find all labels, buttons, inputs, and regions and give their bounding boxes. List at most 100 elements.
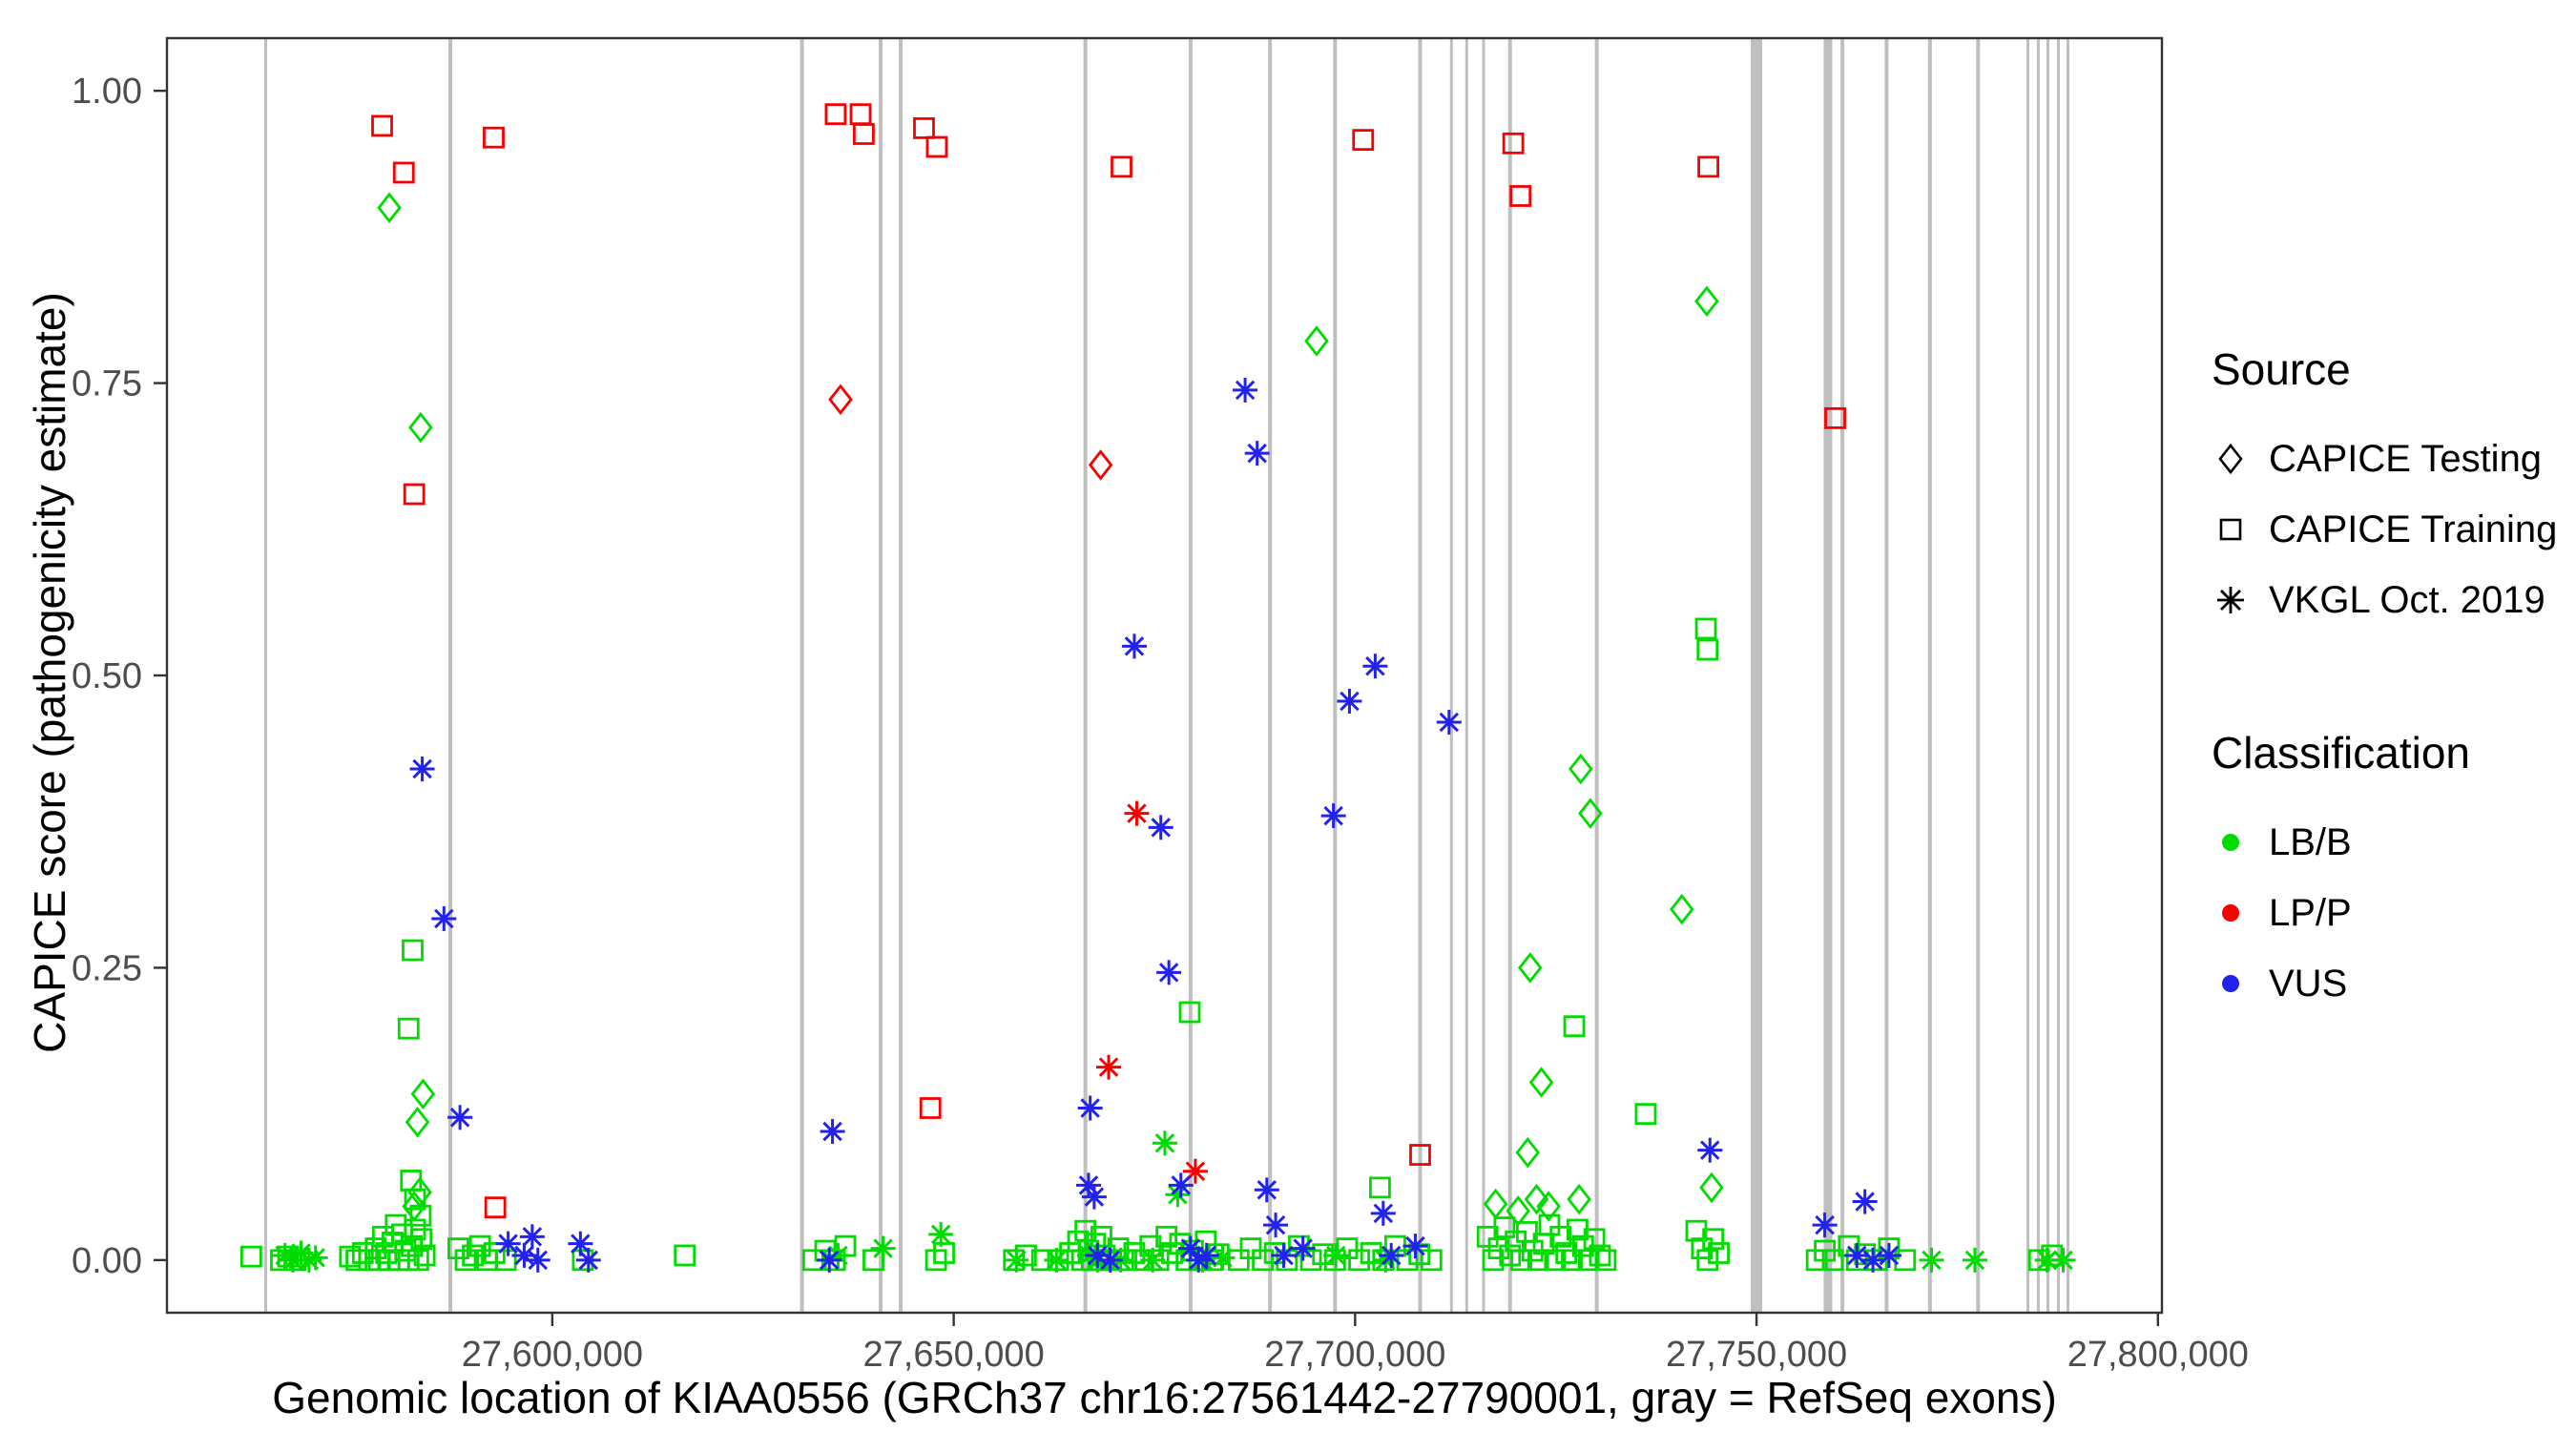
- legend-item-vus: VUS: [2212, 948, 2557, 1019]
- data-point-asterisk: [1140, 1247, 1166, 1273]
- data-point-square: [351, 1242, 374, 1264]
- legend-classification-title: Classification: [2212, 728, 2470, 778]
- y-tick-label: 0.25: [72, 948, 142, 988]
- data-point-square: [1288, 1234, 1310, 1257]
- data-point-diamond: [1567, 1183, 1591, 1215]
- data-point-asterisk: [1290, 1235, 1316, 1261]
- data-point-square: [924, 1249, 947, 1272]
- data-point-diamond: [1568, 753, 1593, 785]
- data-point-square: [1696, 638, 1719, 661]
- data-point-square: [1561, 1249, 1583, 1272]
- data-point-asterisk: [575, 1247, 601, 1273]
- data-point-square: [239, 1245, 262, 1268]
- data-point-square: [1708, 1242, 1730, 1264]
- data-point-square: [852, 123, 875, 145]
- data-point-asterisk: [1096, 1054, 1122, 1080]
- data-point-diamond: [828, 384, 853, 416]
- data-point-square: [392, 161, 415, 184]
- data-point-asterisk: [1844, 1242, 1870, 1268]
- data-point-asterisk: [1812, 1213, 1838, 1238]
- data-point-asterisk: [1156, 960, 1182, 985]
- data-point-square: [1697, 156, 1719, 178]
- data-point-square: [1227, 1249, 1250, 1272]
- data-point-asterisk: [1860, 1247, 1886, 1273]
- data-point-diamond: [377, 192, 402, 223]
- data-point-square: [1499, 1244, 1522, 1267]
- data-point-square: [468, 1234, 491, 1257]
- x-tick-label: 27,750,000: [1666, 1335, 1847, 1375]
- data-point-asterisk: [409, 757, 435, 782]
- legend-item-label: LB/B: [2269, 820, 2352, 863]
- legend-source-group: Source CAPICE Testing CAPICE Training: [2212, 343, 2557, 635]
- data-point-diamond: [1483, 1188, 1508, 1220]
- legend-item-label: CAPICE Training: [2269, 508, 2558, 550]
- data-point-square: [1420, 1249, 1443, 1272]
- data-point-asterisk: [1194, 1242, 1219, 1268]
- data-point-asterisk: [1271, 1242, 1297, 1268]
- data-point-asterisk: [1254, 1177, 1279, 1203]
- data-point-square: [1409, 1144, 1431, 1166]
- data-point-square: [849, 103, 872, 126]
- lbb-dot-icon: [2212, 823, 2250, 861]
- data-point-asterisk: [820, 1119, 845, 1145]
- data-point-asterisk: [1962, 1247, 1987, 1273]
- data-point-diamond: [1088, 449, 1113, 481]
- y-axis-title: CAPICE score (pathogenicity estimate): [25, 292, 74, 1053]
- data-point-square: [1111, 156, 1132, 178]
- data-point-asterisk: [1337, 688, 1362, 714]
- lpp-dot-icon: [2212, 894, 2250, 932]
- data-point-square: [933, 1242, 955, 1264]
- data-point-square: [413, 1244, 436, 1267]
- data-point-asterisk: [1081, 1184, 1107, 1210]
- data-point-asterisk: [1244, 441, 1270, 467]
- data-point-square: [1360, 1242, 1382, 1264]
- data-point-square: [404, 1188, 426, 1211]
- data-point-square: [410, 1228, 433, 1251]
- data-point-diamond: [1670, 893, 1694, 925]
- data-point-asterisk: [870, 1235, 896, 1261]
- legend-item-vkgl: VKGL Oct. 2019: [2212, 565, 2557, 635]
- data-point-diamond: [1517, 952, 1543, 984]
- data-point-diamond: [408, 411, 433, 444]
- data-point-square: [1487, 1237, 1510, 1259]
- diamond-icon: [2212, 440, 2250, 478]
- data-point-square: [919, 1097, 942, 1119]
- data-point-asterisk: [1124, 800, 1150, 826]
- data-point-square: [1252, 1249, 1274, 1272]
- data-point-square: [406, 1249, 429, 1272]
- data-point-diamond: [1578, 798, 1603, 829]
- data-point-square: [476, 1249, 499, 1272]
- data-point-asterisk: [817, 1247, 842, 1273]
- y-tick-label: 0.75: [72, 364, 142, 404]
- legend-item-capice-training: CAPICE Training: [2212, 494, 2557, 565]
- data-point-asterisk: [1168, 1172, 1194, 1198]
- data-point-square: [1482, 1249, 1505, 1272]
- data-point-square: [1299, 1249, 1322, 1272]
- data-point-square: [1527, 1249, 1549, 1272]
- data-point-asterisk: [1004, 1247, 1029, 1273]
- data-point-square: [403, 483, 426, 506]
- square-icon: [2212, 510, 2250, 549]
- data-point-asterisk: [1097, 1247, 1123, 1273]
- data-point-square: [913, 116, 935, 139]
- data-point-square: [397, 1017, 420, 1040]
- data-point-square: [1544, 1249, 1567, 1272]
- data-point-square: [1821, 1249, 1844, 1272]
- data-point-asterisk: [1323, 1242, 1349, 1268]
- data-point-diamond: [1524, 1183, 1549, 1215]
- data-point-asterisk: [495, 1231, 521, 1256]
- data-point-asterisk: [1876, 1242, 1901, 1268]
- data-point-square: [1336, 1237, 1359, 1259]
- data-point-asterisk: [525, 1247, 551, 1273]
- data-point-square: [1583, 1228, 1606, 1251]
- data-point-asterisk: [2050, 1247, 2076, 1273]
- data-point-asterisk: [1210, 1245, 1236, 1271]
- data-point-square: [484, 1196, 507, 1219]
- data-point-diamond: [1515, 1136, 1541, 1169]
- data-point-square: [674, 1244, 696, 1267]
- data-point-asterisk: [1044, 1247, 1070, 1273]
- data-point-square: [1563, 1015, 1586, 1038]
- data-point-asterisk: [431, 905, 457, 931]
- data-point-diamond: [410, 1078, 436, 1110]
- data-point-square: [1352, 129, 1375, 152]
